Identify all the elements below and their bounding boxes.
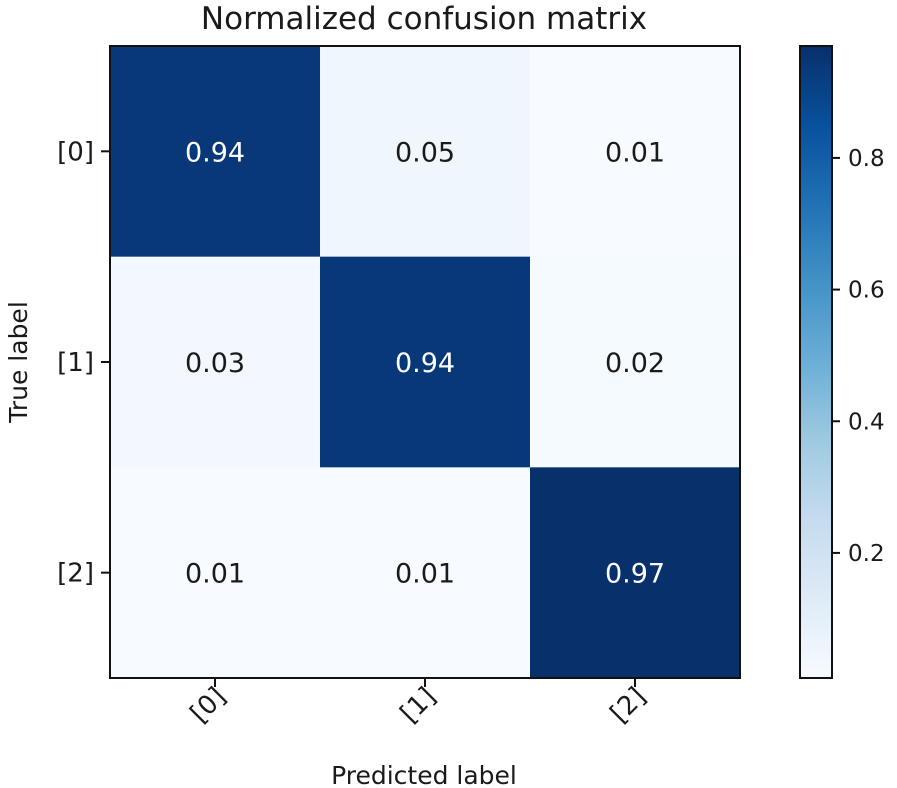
y-tick-label: [0]: [57, 137, 94, 167]
heatmap-cell: [320, 467, 531, 679]
x-axis-label: Predicted label: [331, 761, 517, 788]
cell-value-label: 0.01: [395, 559, 455, 590]
cell-value-label: 0.05: [395, 137, 455, 168]
heatmap-cell: [530, 256, 741, 468]
y-tick-label: [2]: [57, 559, 94, 589]
colorbar-ticks: 0.2 0.4 0.6 0.8: [832, 146, 885, 567]
heatmap-cell: [530, 46, 741, 258]
colorbar-tick-label: 0.2: [848, 541, 885, 567]
heatmap-cell: [320, 46, 531, 258]
colorbar-tick-label: 0.4: [848, 409, 885, 435]
heatmap-cell: [110, 467, 321, 679]
heatmap-cells: 0.94 0.05 0.01 0.03 0.94 0.02 0.01 0.01 0.97: [110, 46, 741, 679]
heatmap-cell: [320, 256, 531, 468]
heatmap-cell: [110, 46, 321, 258]
heatmap-cell: [110, 256, 321, 468]
colorbar: [799, 45, 833, 679]
x-tick-label: [2]: [605, 682, 652, 729]
cell-value-label: 0.01: [185, 559, 245, 590]
chart-title: Normalized confusion matrix: [201, 1, 647, 37]
y-axis-label: True label: [4, 301, 33, 424]
x-tick-label: [0]: [185, 682, 232, 729]
cell-value-label: 0.01: [605, 137, 665, 168]
x-axis-ticks: [0] [1] [2]: [185, 678, 652, 729]
cell-value-label: 0.94: [395, 348, 455, 379]
colorbar-tick-label: 0.8: [848, 146, 885, 172]
y-tick-label: [1]: [57, 348, 94, 378]
y-axis-ticks: [0] [1] [2]: [57, 137, 110, 589]
cell-value-label: 0.94: [185, 137, 245, 168]
colorbar-tick-label: 0.6: [848, 278, 885, 304]
heatmap-cell: [530, 467, 741, 679]
x-tick-label: [1]: [395, 682, 442, 729]
cell-value-label: 0.02: [605, 348, 665, 379]
cell-value-label: 0.97: [605, 559, 665, 590]
cell-value-label: 0.03: [185, 348, 245, 379]
